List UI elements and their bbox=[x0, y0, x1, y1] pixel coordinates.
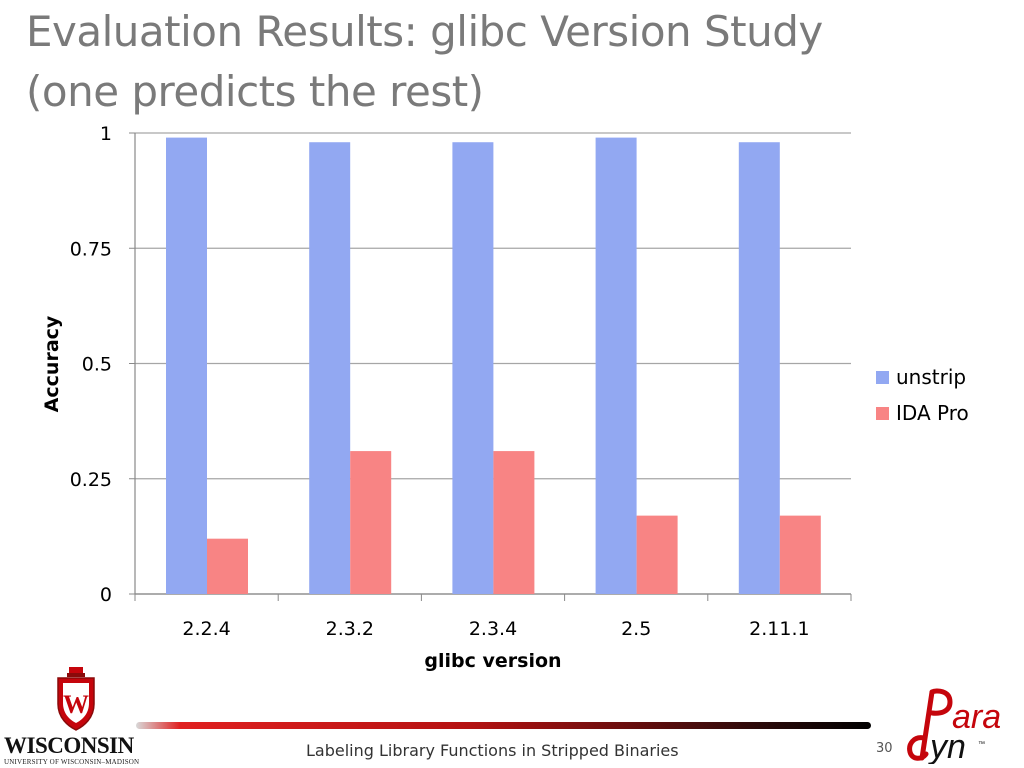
x-tick-label: 2.11.1 bbox=[749, 618, 809, 640]
y-tick-label: 0 bbox=[100, 584, 112, 606]
paradyn-logo: ara yn ™ bbox=[907, 688, 1001, 764]
ida-pro-bar bbox=[350, 451, 392, 594]
ida-pro-bar bbox=[207, 538, 248, 594]
legend-swatch bbox=[876, 371, 889, 384]
wisconsin-logo: W WISCONSIN UNIVERSITY OF WISCONSIN–MADI… bbox=[2, 666, 152, 766]
y-tick-label: 0.5 bbox=[82, 354, 112, 376]
unstrip-bar bbox=[166, 137, 207, 595]
x-tick-label: 2.2.4 bbox=[182, 618, 230, 640]
crest-letter: W bbox=[63, 690, 89, 719]
y-tick-label: 0.25 bbox=[70, 469, 112, 491]
legend-swatch bbox=[876, 407, 889, 420]
page-number: 30 bbox=[876, 741, 893, 756]
unstrip-bar bbox=[452, 142, 494, 594]
wisconsin-crest-icon: W bbox=[57, 667, 95, 731]
slide-title: Evaluation Results: glibc Version Study … bbox=[26, 2, 1006, 122]
unstrip-bar bbox=[309, 142, 351, 594]
ida-pro-bar bbox=[493, 451, 535, 594]
x-tick-label: 2.3.2 bbox=[326, 618, 374, 640]
unstrip-bar bbox=[595, 137, 637, 595]
footer-text: Labeling Library Functions in Stripped B… bbox=[306, 741, 679, 760]
y-tick-label: 0.75 bbox=[70, 238, 112, 260]
slide-title-line-2: (one predicts the rest) bbox=[26, 67, 484, 116]
legend-label: IDA Pro bbox=[896, 401, 969, 425]
paradyn-bottom-text: yn bbox=[928, 728, 966, 764]
x-tick-label: 2.5 bbox=[621, 618, 651, 640]
accuracy-bar-chart: 0 0.25 0.5 0.75 1 2.2.4 2.3.2 2.3.4 2.5 2.11.1 gli… bbox=[41, 123, 969, 672]
legend-label: unstrip bbox=[896, 365, 966, 389]
unstrip-bar bbox=[738, 142, 780, 594]
x-tick-label: 2.3.4 bbox=[469, 618, 517, 640]
wisconsin-subtitle: UNIVERSITY OF WISCONSIN–MADISON bbox=[4, 758, 140, 766]
y-axis-title: Accuracy bbox=[41, 315, 63, 412]
x-axis-title: glibc version bbox=[424, 650, 561, 672]
y-tick-label: 1 bbox=[100, 123, 112, 145]
wisconsin-wordmark: WISCONSIN bbox=[4, 733, 134, 758]
ida-pro-bar bbox=[636, 515, 678, 594]
ida-pro-bar bbox=[779, 515, 821, 594]
footer-divider bbox=[136, 722, 871, 729]
paradyn-tm-text: ™ bbox=[978, 741, 985, 748]
paradyn-top-text: ara bbox=[952, 698, 1001, 736]
slide-title-line-1: Evaluation Results: glibc Version Study bbox=[26, 7, 823, 56]
